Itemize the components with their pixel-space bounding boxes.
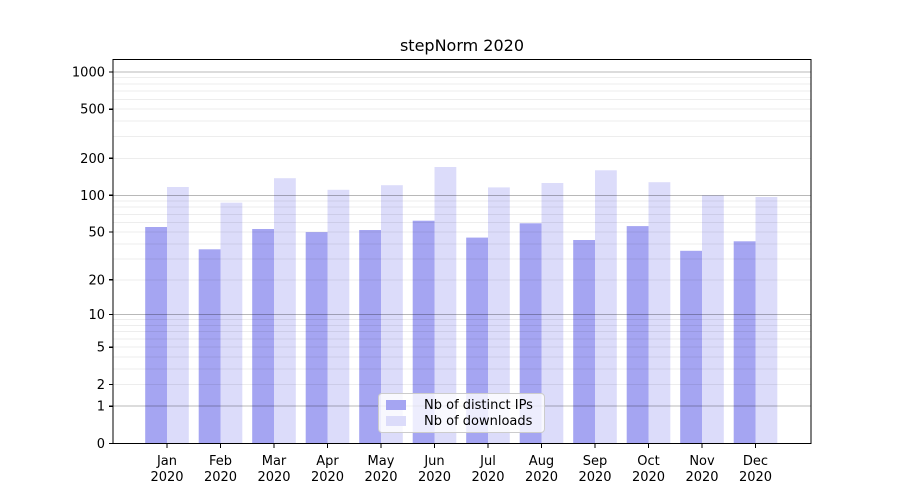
bar-downloads-feb	[220, 202, 243, 444]
bar-distinct-ips-jan	[145, 227, 167, 444]
bar-distinct-ips-dec	[733, 241, 756, 444]
bar-downloads-jul	[488, 187, 510, 444]
bar-downloads-jan	[167, 187, 189, 444]
x-tick-label-month: Nov	[689, 454, 715, 469]
bar-distinct-ips-oct	[626, 226, 649, 444]
x-tick-label-month: Apr	[316, 454, 339, 469]
bar-downloads-sep	[595, 170, 617, 444]
y-tick-label: 1	[97, 400, 105, 415]
bar-downloads-may	[381, 185, 403, 444]
x-tick-label-year: 2020	[418, 470, 451, 485]
x-tick-label-year: 2020	[311, 470, 344, 485]
axes-frame	[112, 58, 812, 445]
bar-downloads-nov	[702, 195, 724, 444]
bar-distinct-ips-mar	[252, 229, 274, 444]
y-tick-label: 20	[88, 273, 105, 288]
x-tick-label-year: 2020	[204, 470, 237, 485]
chart-title: stepNorm 2020	[399, 36, 525, 55]
legend-label-downloads: Nb of downloads	[424, 413, 533, 429]
x-tick-label-year: 2020	[525, 470, 558, 485]
legend-item-downloads: Nb of downloads	[386, 413, 536, 429]
y-tick-label: 5	[97, 341, 105, 356]
bar-downloads-apr	[327, 189, 350, 444]
x-tick-label-year: 2020	[739, 470, 772, 485]
x-tick-label-month: May	[368, 454, 395, 469]
x-tick-label-year: 2020	[685, 470, 718, 485]
x-tick-label-month: Sep	[583, 454, 608, 469]
x-tick-label-month: Aug	[529, 454, 554, 469]
bar-downloads-oct	[648, 182, 671, 444]
x-tick-label-month: Jun	[423, 454, 444, 469]
x-tick-label-year: 2020	[578, 470, 611, 485]
legend-swatch-distinct-ips	[386, 400, 406, 410]
y-tick-label: 200	[80, 152, 105, 167]
x-tick-label-month: Jul	[479, 454, 496, 469]
bar-distinct-ips-jun	[412, 220, 435, 444]
bar-distinct-ips-may	[359, 230, 381, 444]
legend-swatch-downloads	[386, 416, 406, 426]
y-tick-label: 100	[80, 189, 105, 204]
x-tick-label-year: 2020	[257, 470, 290, 485]
bar-downloads-jun	[434, 167, 457, 444]
x-tick-label-month: Dec	[743, 454, 768, 469]
x-tick-label-year: 2020	[632, 470, 665, 485]
y-tick-label: 10	[88, 308, 105, 323]
x-tick-label-year: 2020	[471, 470, 504, 485]
bar-downloads-mar	[274, 178, 296, 444]
y-tick-label: 2	[97, 378, 105, 393]
x-tick-label-month: Feb	[209, 454, 232, 469]
bar-distinct-ips-jul	[466, 237, 488, 444]
bar-distinct-ips-nov	[680, 250, 702, 444]
bar-distinct-ips-apr	[305, 232, 328, 444]
bar-downloads-aug	[541, 183, 564, 444]
legend-label-distinct-ips: Nb of distinct IPs	[424, 397, 533, 413]
bar-downloads-dec	[755, 197, 778, 444]
x-tick-label-year: 2020	[364, 470, 397, 485]
x-tick-label-year: 2020	[150, 470, 183, 485]
y-tick-label: 0	[97, 437, 105, 452]
y-tick-label: 50	[88, 226, 105, 241]
bar-distinct-ips-feb	[198, 249, 221, 444]
x-tick-label-month: Jan	[156, 454, 177, 469]
x-tick-label-month: Mar	[262, 454, 287, 469]
y-tick-label: 1000	[72, 66, 105, 81]
bar-distinct-ips-sep	[573, 240, 595, 444]
legend: Nb of distinct IPs Nb of downloads	[378, 393, 545, 433]
y-tick-label: 500	[80, 103, 105, 118]
bar-distinct-ips-aug	[519, 223, 542, 444]
x-tick-label-month: Oct	[637, 454, 659, 469]
legend-item-distinct-ips: Nb of distinct IPs	[386, 397, 536, 413]
